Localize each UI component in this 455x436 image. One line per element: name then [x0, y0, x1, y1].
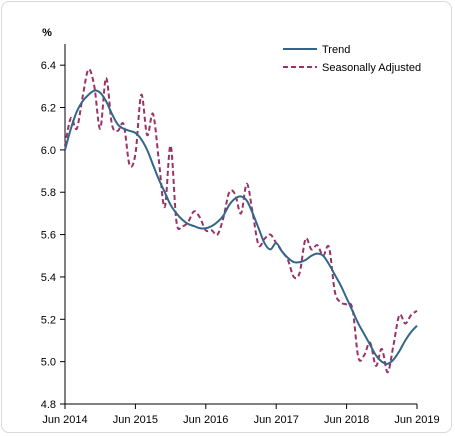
x-tick-label: Jun 2014	[42, 414, 87, 426]
seasonally-adjusted-series-line	[64, 68, 418, 374]
axes: 4.8 5.0 5.2 5.4 5.6 5.8 6.0 6.2 6.4% Jun 2014 Jun …	[41, 27, 440, 426]
y-tick-label: 6.4	[41, 60, 56, 72]
y-tick-label: 6.0	[41, 145, 56, 157]
y-tick-label: 5.6	[41, 230, 56, 242]
legend-entry-seasonally-adjusted-label: Seasonally Adjusted	[322, 62, 421, 74]
x-tick-label: Jun 2017	[254, 414, 299, 426]
y-tick-label: 5.2	[41, 314, 56, 326]
x-tick-label: Jun 2015	[113, 414, 158, 426]
y-tick-label: 5.8	[41, 187, 56, 199]
x-tick-label: Jun 2018	[324, 414, 369, 426]
legend: Trend Seasonally Adjusted	[283, 44, 421, 74]
y-tick-label: 5.0	[41, 357, 56, 369]
y-tick-label: 5.4	[41, 272, 56, 284]
legend-entry-trend-label: Trend	[322, 44, 350, 56]
x-tick-label: Jun 2019	[394, 414, 439, 426]
trend-series-line	[64, 89, 418, 365]
series-layer	[64, 68, 418, 374]
y-axis-unit-label: %	[42, 27, 52, 39]
y-tick-label: 6.2	[41, 103, 56, 115]
x-tick-label: Jun 2016	[183, 414, 228, 426]
y-tick-label: 4.8	[41, 399, 56, 411]
